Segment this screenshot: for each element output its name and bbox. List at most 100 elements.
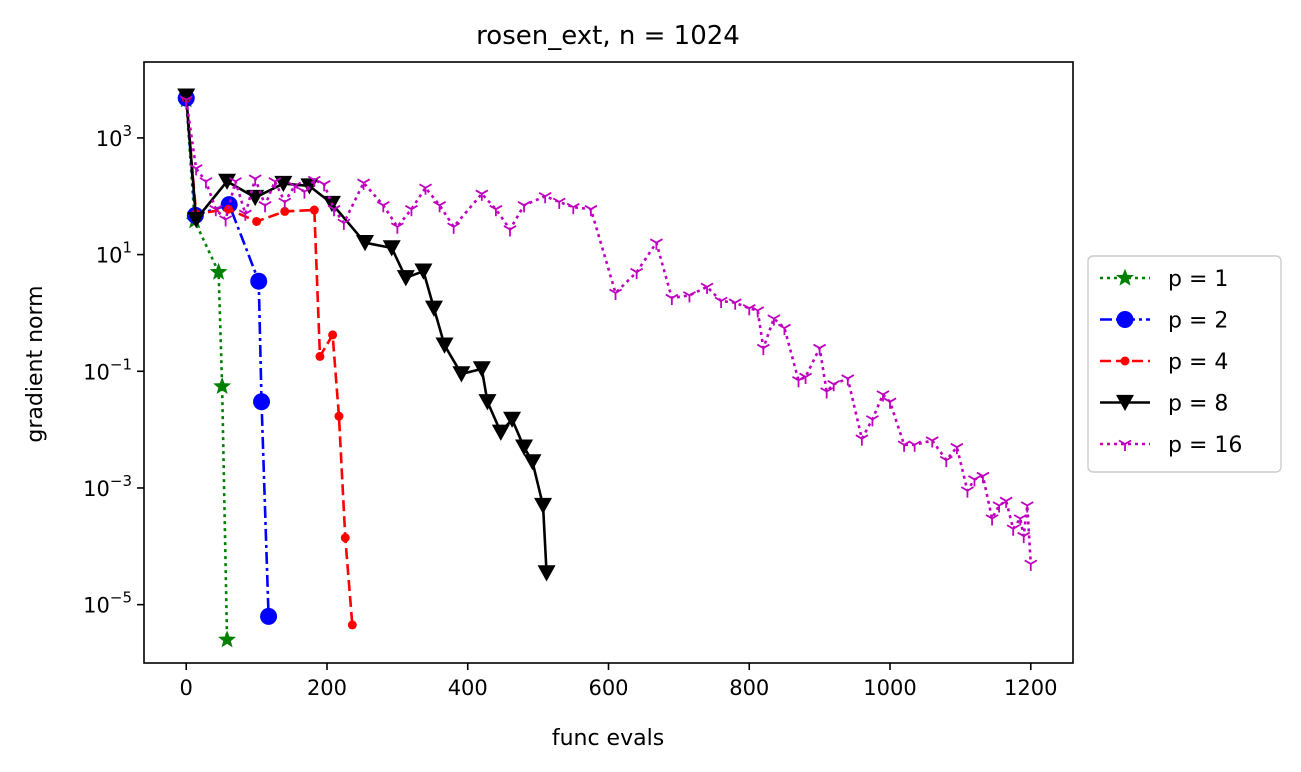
data-point [390,222,404,234]
data-point [258,201,272,213]
series-line [184,98,354,625]
data-point [751,306,765,318]
data-point [404,204,418,217]
data-point [355,235,374,252]
data-point [218,630,236,648]
x-tick-label: 1000 [863,676,916,700]
data-point [827,379,841,392]
data-point [792,376,806,388]
data-point [218,173,237,190]
data-point [1013,514,1027,526]
legend-marker [1116,268,1134,286]
data-point [414,263,433,280]
data-point [223,204,233,214]
data-point [248,174,262,186]
data-point [609,288,623,300]
data-point [315,351,325,361]
data-point [435,337,454,354]
data-point [268,177,282,189]
data-point [876,390,890,402]
data-point [1024,559,1038,571]
data-point [307,175,321,187]
data-point [357,178,371,190]
x-tick-label: 600 [588,676,628,700]
legend-box [1087,255,1282,473]
x-tick-label: 400 [448,676,488,700]
data-point [537,565,556,582]
data-point [278,197,292,209]
data-point [478,394,497,411]
plot-frame [143,61,1074,664]
legend-label: p = 16 [1168,433,1242,458]
data-point [665,293,679,306]
data-point [491,424,510,441]
data-point [189,164,203,176]
data-point [419,183,433,195]
data-point [253,393,271,411]
legend-item: p = 8 [1100,392,1228,417]
data-point [382,240,401,257]
data-point [238,209,252,221]
data-point [297,187,311,199]
series-4 [177,88,556,582]
data-point [883,397,897,409]
chart-title: rosen_ext, n = 1024 [476,21,740,51]
data-point [813,343,827,356]
data-point [908,440,922,452]
legend: p = 1 p = 2 p = 4 p = 8 p = 16 [1087,255,1282,473]
series-line [184,99,1033,564]
legend-marker [1116,394,1134,412]
data-point [472,361,491,378]
data-point [515,439,534,456]
legend-item: p = 2 [1100,309,1228,334]
x-axis-label: func evals [552,726,664,751]
data-point [728,298,742,310]
data-point [534,497,553,515]
data-point [999,496,1013,508]
data-point [517,201,531,213]
legend-label: p = 8 [1168,392,1228,417]
data-point [552,197,566,209]
data-point [337,218,351,230]
data-point [177,88,196,105]
data-point [503,411,522,428]
data-point [376,201,390,213]
data-point [799,372,813,384]
data-point [566,202,580,215]
data-point [503,225,517,237]
data-point [714,296,728,309]
data-point [960,486,974,498]
data-point [700,282,714,294]
data-point [396,270,415,287]
y-tick-label: 10−3 [83,472,132,501]
data-point [820,387,834,399]
data-point [523,454,542,471]
y-tick-label: 103 [96,122,132,151]
data-point [925,436,939,448]
data-point [1017,531,1031,544]
data-point [865,415,879,427]
data-point [317,180,331,192]
data-point [1006,524,1020,536]
data-point [340,533,350,543]
data-point [209,204,223,217]
data-point [199,177,213,189]
data-point [260,607,278,625]
data-point [630,267,644,280]
data-point [841,374,855,386]
data-point [228,177,243,189]
series-3 [181,93,357,630]
data-point [327,204,341,217]
data-point [682,291,696,303]
data-point [433,201,447,213]
x-tick-label: 200 [307,676,347,700]
legend-label: p = 1 [1168,267,1228,292]
data-point [252,216,262,226]
legend-label: p = 4 [1168,350,1228,375]
y-axis: 103 101 10−1 10−3 10−5 [83,122,144,618]
x-tick-label: 800 [729,676,769,700]
data-point [950,442,964,455]
data-point [447,222,461,234]
legend-item: p = 4 [1100,350,1228,375]
data-point [1020,501,1034,513]
